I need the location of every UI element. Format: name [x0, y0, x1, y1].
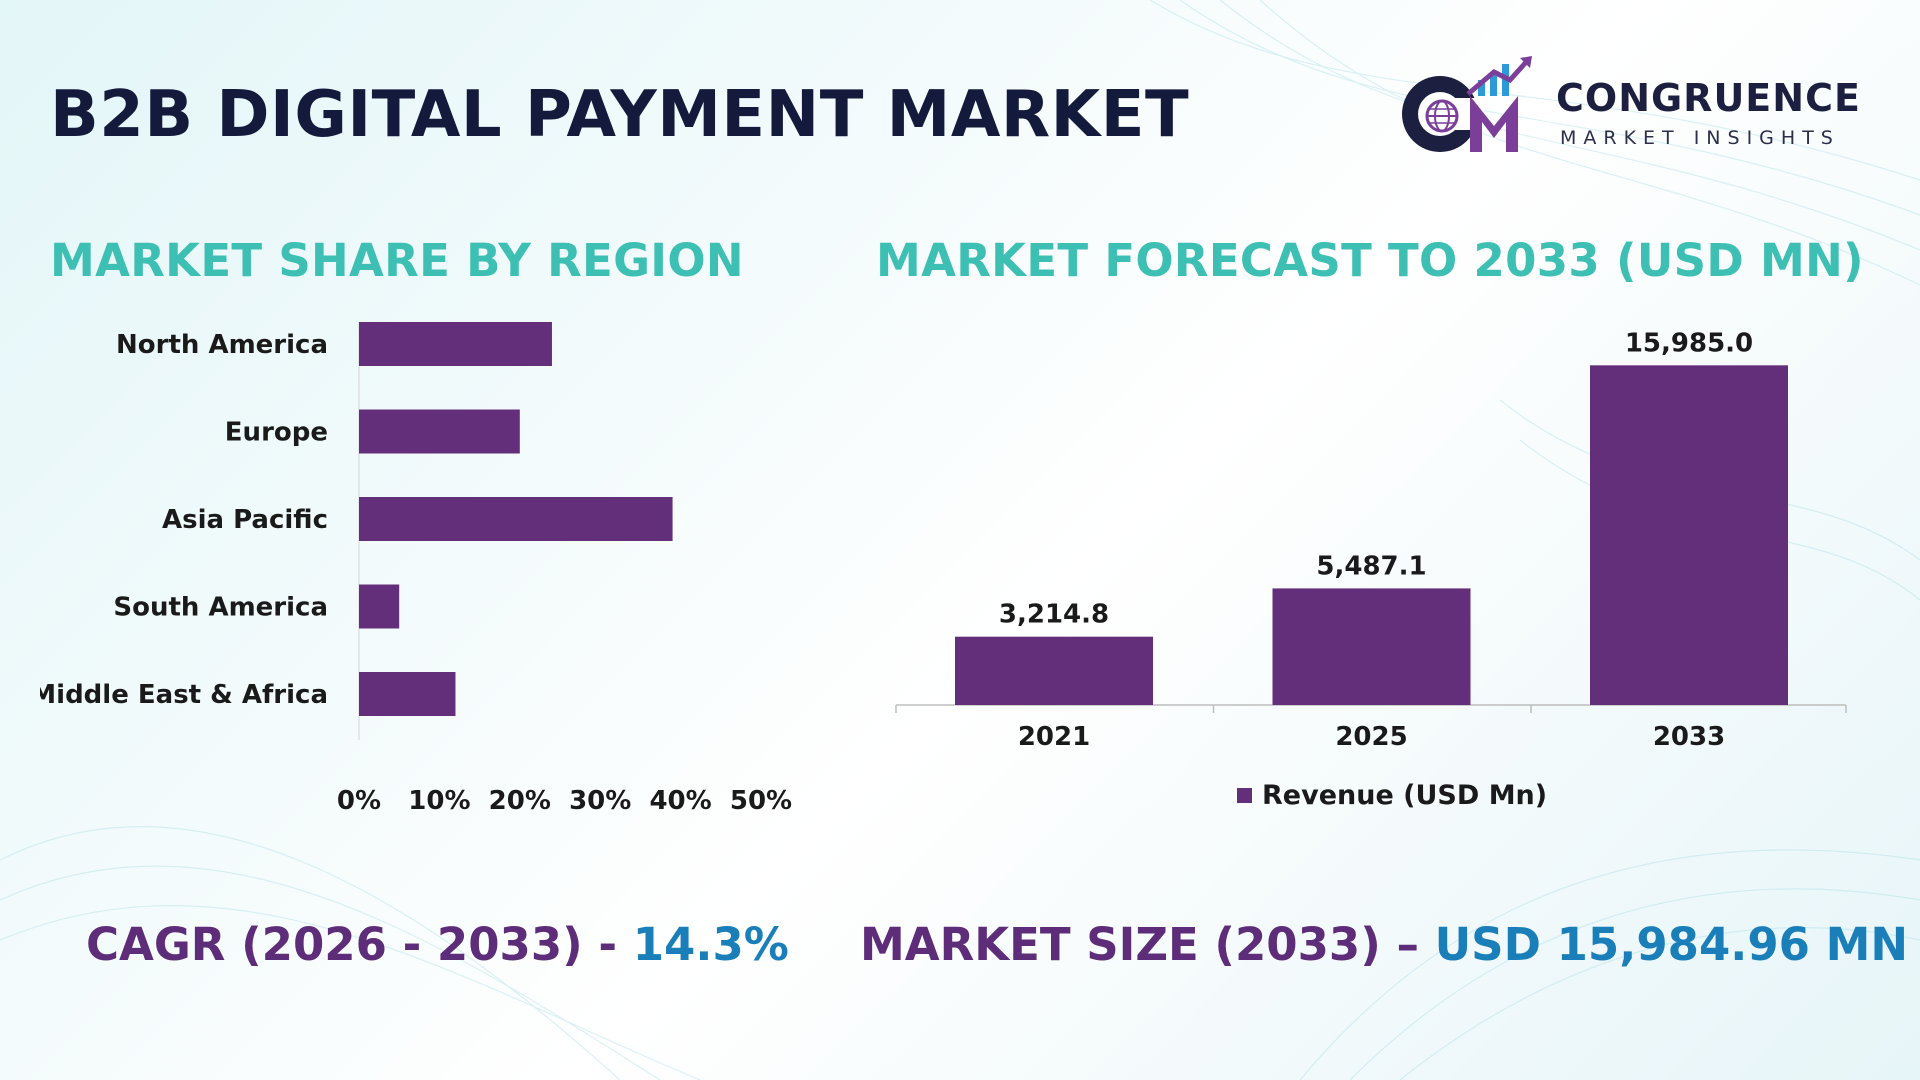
- market-size-label: MARKET SIZE (2033) –: [860, 918, 1435, 971]
- region-tick-label: 40%: [649, 786, 711, 816]
- region-label-south-america: South America: [113, 593, 328, 623]
- brand-tagline: MARKET INSIGHTS: [1560, 127, 1840, 149]
- region-tick-label: 30%: [569, 786, 631, 816]
- forecast-chart-title: MARKET FORECAST TO 2033 (USD MN): [876, 234, 1864, 287]
- brand-logo: CONGRUENCE MARKET INSIGHTS: [1398, 54, 1868, 164]
- legend-swatch: [1237, 788, 1252, 803]
- forecast-value-label: 3,214.8: [999, 600, 1109, 630]
- cagr-label: CAGR (2026 - 2033) -: [86, 918, 633, 971]
- brand-name: CONGRUENCE: [1556, 76, 1861, 120]
- page-title: B2B DIGITAL PAYMENT MARKET: [50, 78, 1190, 152]
- region-label-middle-east-africa: Middle East & Africa: [40, 680, 328, 710]
- legend-label: Revenue (USD Mn): [1262, 780, 1548, 811]
- forecast-category-label: 2025: [1335, 722, 1407, 752]
- cagr-stat: CAGR (2026 - 2033) - 14.3%: [86, 918, 789, 971]
- market-size-stat: MARKET SIZE (2033) – USD 15,984.96 MN: [860, 918, 1908, 971]
- region-bar-north-america: [359, 322, 552, 366]
- forecast-category-label: 2021: [1018, 722, 1090, 752]
- forecast-bar-2033: [1590, 365, 1788, 705]
- region-chart-title: MARKET SHARE BY REGION: [50, 234, 744, 287]
- region-bar-middle-east-africa: [359, 672, 456, 716]
- revenue-forecast-chart: 3,214.8 2021 5,487.1 2025 15,985.0 2033: [895, 328, 1847, 752]
- region-tick-label: 10%: [408, 786, 470, 816]
- region-bar-south-america: [359, 584, 400, 629]
- forecast-value-label: 5,487.1: [1316, 551, 1426, 581]
- region-tick-label: 0%: [337, 786, 381, 816]
- region-label-north-america: North America: [116, 330, 328, 360]
- forecast-bar-2025: [1272, 588, 1471, 705]
- region-label-europe: Europe: [225, 418, 328, 448]
- congruence-logo-icon: [1402, 56, 1532, 152]
- forecast-bar-2021: [955, 636, 1153, 705]
- region-tick-label: 20%: [489, 786, 551, 816]
- forecast-category-label: 2033: [1653, 722, 1725, 752]
- region-label-asia-pacific: Asia Pacific: [162, 505, 328, 535]
- region-share-chart: North America Europe Asia Pacific South Ame…: [40, 322, 792, 816]
- region-tick-label: 50%: [730, 786, 792, 816]
- cagr-value: 14.3%: [632, 918, 789, 971]
- forecast-legend: Revenue (USD Mn): [1237, 780, 1547, 811]
- region-bar-europe: [359, 409, 520, 454]
- region-bar-asia-pacific: [359, 497, 673, 541]
- market-size-value: USD 15,984.96 MN: [1434, 918, 1909, 971]
- forecast-value-label: 15,985.0: [1625, 328, 1753, 358]
